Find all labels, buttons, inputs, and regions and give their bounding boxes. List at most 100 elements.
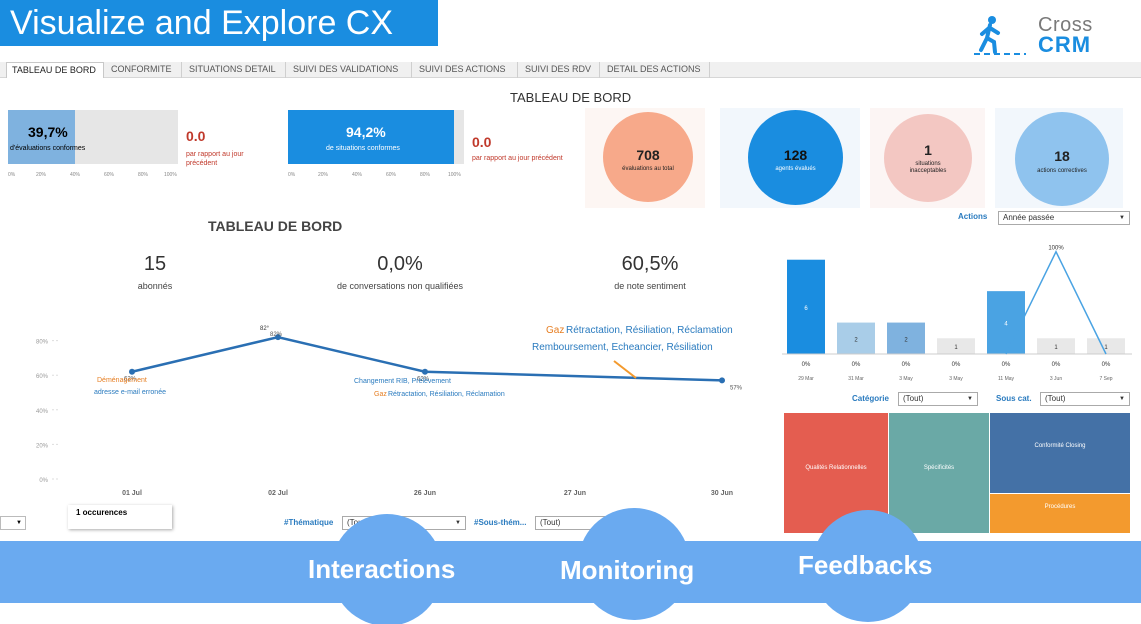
main-title: TABLEAU DE BORD: [208, 218, 343, 234]
x-tick-label: 30 Jun: [711, 490, 733, 497]
conformes-bar: 39,7% d'évaluations conformes: [8, 110, 178, 164]
sentiment-point: [719, 377, 725, 384]
sous-cat-dropdown[interactable]: (Tout) ▼: [1040, 392, 1130, 406]
action-bar-value: 1: [1104, 345, 1108, 351]
agents-evalues-label: agents évalués: [775, 166, 816, 172]
axis-tick: 40%: [70, 172, 81, 178]
action-pct-label: 0%: [1002, 362, 1011, 368]
action-bar-value: 4: [1004, 322, 1008, 328]
crosscrm-logo: Cross CRM: [968, 12, 1118, 57]
sentiment-point-label: 62%: [124, 377, 137, 383]
total-evaluations-label: évaluations au total: [622, 166, 674, 172]
sentiment-series-line: [131, 335, 723, 382]
x-tick-label: 26 Jun: [414, 490, 436, 497]
total-evaluations-value: 708: [636, 147, 660, 163]
action-x-label: 11 May: [998, 376, 1015, 382]
actions-correctives-label: actions correctives: [1037, 168, 1087, 174]
axis-tick: 20%: [36, 172, 47, 178]
trend-chart-icon: 18 actions correctives: [1015, 112, 1109, 206]
action-x-label: 31 Mar: [848, 376, 864, 382]
thumbs-down-icon: 1 situations inacceptables: [884, 114, 972, 202]
non-qualifiees-label: de conversations non qualifiées: [336, 281, 464, 291]
tab-detail-actions[interactable]: DETAIL DES ACTIONS: [602, 62, 710, 78]
tab-suivi-actions[interactable]: SUIVI DES ACTIONS: [414, 62, 518, 78]
actions-bar-chart: 6 0% 29 Mar 2 0% 31 Mar 2 0% 3 May 1 0% 3 May 4 0% 11 …: [782, 246, 1132, 382]
axis-tick: 0%: [288, 172, 296, 178]
chevron-down-icon: ▼: [967, 396, 973, 402]
bottom-band: [0, 541, 1141, 603]
action-x-label: 7 Sep: [1099, 376, 1112, 382]
monitoring-bubble: [578, 508, 690, 620]
tab-conformite[interactable]: CONFORMITE: [106, 62, 182, 78]
interactions-bubble: [331, 514, 443, 624]
overlay-line: [1005, 249, 1107, 355]
feedbacks-label: Feedbacks: [798, 550, 933, 580]
sentiment-line-chart: 80% 60% 40% 20% 0% 01 Jul 02 Jul 26 Jun 27 Jun 30…: [36, 325, 743, 497]
y-tick-label: 60%: [36, 374, 49, 380]
categorie-value: (Tout): [903, 394, 924, 403]
logo-text-cross: Cross: [1038, 14, 1093, 36]
treemap-specificites[interactable]: Spécificités: [889, 413, 989, 533]
action-x-label: 3 May: [949, 376, 963, 382]
clipboard-check-icon: 708 évaluations au total: [603, 112, 693, 202]
action-bar: [937, 338, 975, 354]
situations-delta-label: par rapport au jour précédent: [472, 155, 563, 162]
axis-tick: 80%: [138, 172, 149, 178]
conformes-label: d'évaluations conformes: [10, 145, 86, 152]
y-tick-label: 80%: [36, 340, 49, 346]
walking-person-icon: [974, 16, 1026, 55]
occurences-card: 1 occurences: [68, 505, 172, 529]
treemap-conformite-closing[interactable]: Conformité Closing: [990, 413, 1130, 493]
annotation-demenagement: Déménagement: [97, 377, 147, 384]
situations-bar: 94,2% de situations conformes: [288, 110, 464, 164]
categorie-label: Catégorie: [852, 394, 889, 403]
conformes-delta-label: par rapport au jour précédent: [186, 151, 244, 167]
axis-tick: 80%: [420, 172, 431, 178]
action-pct-label: 0%: [952, 362, 961, 368]
action-bar-value: 2: [854, 337, 858, 343]
tab-situations-detail[interactable]: SITUATIONS DETAIL: [184, 62, 286, 78]
situations-value: 94,2%: [346, 124, 386, 140]
axis-tick: 100%: [448, 172, 461, 178]
conformes-delta: 0.0: [186, 128, 206, 144]
annotation-gaz: Gaz: [374, 391, 387, 398]
tab-suivi-validations[interactable]: SUIVI DES VALIDATIONS: [288, 62, 412, 78]
sous-theme-value: (Tout): [540, 518, 561, 527]
actions-period-dropdown[interactable]: Année passée ▼: [998, 211, 1130, 225]
tab-suivi-rdv[interactable]: SUIVI DES RDV: [520, 62, 600, 78]
categorie-dropdown[interactable]: (Tout) ▼: [898, 392, 978, 406]
action-x-label: 3 Jun: [1050, 376, 1062, 382]
action-bar: [1087, 338, 1125, 354]
agents-evalues-value: 128: [783, 147, 808, 163]
conformes-value: 39,7%: [28, 124, 68, 140]
sentiment-point: [275, 334, 281, 341]
situations-inacceptables-value: 1: [924, 142, 932, 158]
monitoring-label: Monitoring: [560, 555, 695, 585]
conformes-axis: 0% 20% 40% 60% 80% 100%: [6, 172, 180, 180]
action-pct-label: 0%: [1102, 362, 1111, 368]
sentiment-point-label: 62%: [417, 377, 430, 383]
point-annotation: 82°: [260, 326, 270, 332]
sentiment-value: 60,5%: [621, 253, 679, 275]
overlay-top-label: 100%: [1048, 246, 1064, 252]
actions-period-value: Année passée: [1003, 213, 1055, 222]
action-pct-label: 0%: [1052, 362, 1061, 368]
axis-tick: 60%: [104, 172, 115, 178]
action-bar-value: 6: [804, 306, 808, 312]
tab-tableau-de-bord[interactable]: TABLEAU DE BORD: [6, 62, 104, 78]
chevron-down-icon: ▼: [1119, 396, 1125, 402]
page-title: Visualize and Explore CX: [0, 0, 438, 46]
sous-theme-label: #Sous-thém...: [474, 518, 527, 527]
annotation-retractation-large: Rétractation, Résiliation, Réclamation: [566, 325, 733, 336]
action-x-label: 29 Mar: [798, 376, 814, 382]
action-bar: [837, 322, 875, 354]
non-qualifiees-value: 0,0%: [377, 253, 423, 275]
conformes-bar-fill: [8, 110, 76, 164]
action-bar: [787, 259, 825, 354]
interactions-label: Interactions: [308, 554, 456, 584]
treemap-procedures[interactable]: Procédures: [990, 494, 1130, 533]
sentiment-point-label: 82%: [270, 332, 283, 338]
left-dropdown[interactable]: ▼: [0, 516, 26, 530]
x-tick-label: 01 Jul: [122, 490, 142, 497]
